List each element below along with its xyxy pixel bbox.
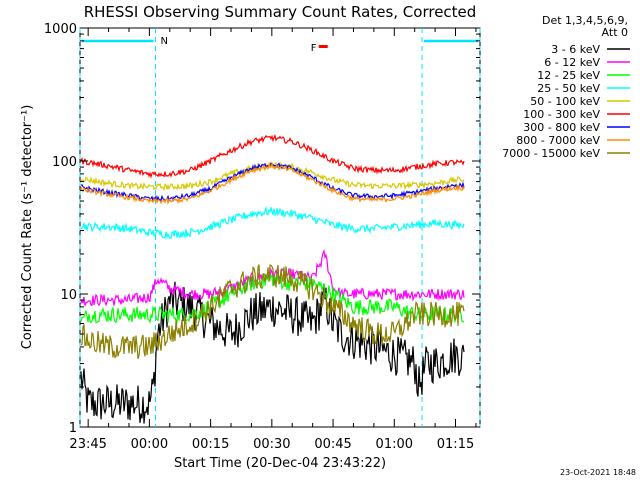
x-axis: 23:45 00:00 00:15 00:30 00:45 01:00 01:15 — [69, 28, 477, 452]
legend-label: 300 - 800 keV — [523, 121, 600, 134]
x-tick-label: 00:15 — [192, 437, 229, 452]
legend-label: 6 - 12 keV — [544, 56, 600, 69]
y-axis: 1 10 100 1000 — [44, 22, 480, 436]
chart-title: RHESSI Observing Summary Count Rates, Co… — [84, 3, 477, 21]
y-tick-label: 100 — [52, 155, 77, 170]
legend-header: Att 0 — [602, 26, 628, 39]
y-tick-label: 1 — [69, 421, 77, 436]
series-line-1 — [80, 249, 465, 307]
night-markers — [79, 28, 481, 427]
legend-label: 800 - 7000 keV — [516, 134, 600, 147]
y-tick-label: 1000 — [44, 22, 77, 37]
series-line-3 — [80, 205, 465, 240]
y-axis-label: Corrected Count Rate (s⁻¹ detector⁻¹) — [20, 105, 35, 350]
x-tick-label: 00:30 — [253, 437, 290, 452]
x-tick-label: 01:15 — [437, 437, 474, 452]
legend-label: 3 - 6 keV — [551, 43, 600, 56]
y-tick-label: 10 — [60, 288, 77, 303]
x-tick-label: 23:45 — [69, 437, 106, 452]
night-flag: N — [161, 36, 168, 47]
x-tick-label: 00:00 — [131, 437, 168, 452]
x-tick-label: 01:00 — [376, 437, 413, 452]
legend-label: 50 - 100 keV — [530, 95, 600, 108]
series-layer — [80, 133, 465, 424]
legend-label: 25 - 50 keV — [537, 82, 600, 95]
series-line-0 — [80, 281, 465, 424]
x-tick-label: 00:45 — [314, 437, 351, 452]
legend-label: 7000 - 15000 keV — [502, 147, 600, 160]
series-line-7 — [80, 161, 465, 205]
legend-header: Det 1,3,4,5,6,9, — [542, 14, 628, 27]
legend-label: 100 - 300 keV — [523, 108, 600, 121]
series-line-8 — [80, 264, 465, 359]
flare-bar — [318, 45, 328, 48]
legend-label: 12 - 25 keV — [537, 69, 600, 82]
flare-flag: F — [311, 43, 317, 54]
series-line-5 — [80, 133, 465, 179]
series-line-2 — [80, 272, 465, 325]
timestamp: 23-Oct-2021 18:48 — [560, 468, 636, 477]
annotations: NF — [161, 36, 328, 54]
x-axis-label: Start Time (20-Dec-04 23:43:22) — [174, 456, 386, 471]
